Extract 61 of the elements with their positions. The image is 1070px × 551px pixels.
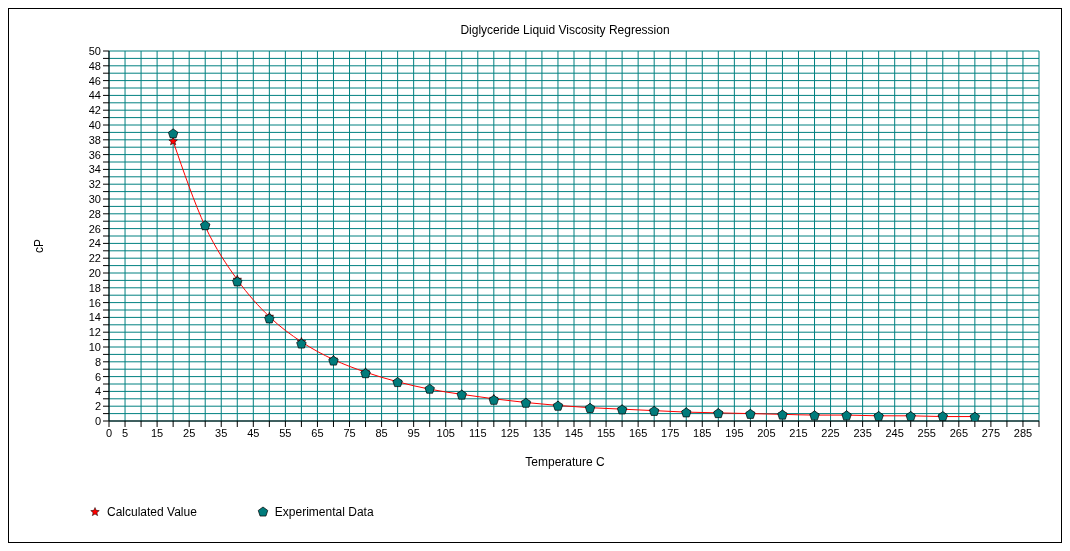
x-tick-label: 145 bbox=[564, 426, 584, 439]
x-tick-label: 125 bbox=[500, 426, 520, 439]
x-tick-label: 75 bbox=[343, 426, 356, 439]
x-tick-label: 35 bbox=[215, 426, 228, 439]
x-tick-label: 215 bbox=[789, 426, 808, 439]
x-tick-label: 85 bbox=[375, 426, 388, 439]
y-tick-label: 42 bbox=[88, 104, 101, 117]
chart-title: Diglyceride Liquid Viscosity Regression bbox=[459, 23, 671, 39]
x-tick-label: 155 bbox=[596, 426, 616, 439]
x-tick-label: 15 bbox=[150, 426, 164, 439]
x-tick-label: 25 bbox=[183, 426, 196, 439]
y-tick-label: 44 bbox=[88, 89, 101, 102]
y-tick-label: 8 bbox=[94, 355, 101, 368]
x-tick-label: 105 bbox=[436, 426, 455, 439]
y-tick-label: 28 bbox=[88, 207, 101, 220]
y-tick-label: 12 bbox=[88, 326, 101, 339]
x-tick-label: 235 bbox=[853, 426, 872, 439]
y-tick-label: 22 bbox=[88, 252, 101, 265]
x-tick-label: 265 bbox=[949, 426, 969, 439]
y-tick-label: 24 bbox=[88, 237, 101, 250]
x-tick-label: 45 bbox=[247, 426, 260, 439]
x-tick-label: 285 bbox=[1013, 426, 1033, 439]
x-tick-label: 115 bbox=[469, 426, 487, 439]
y-tick-label: 14 bbox=[88, 311, 101, 324]
y-tick-label: 32 bbox=[88, 178, 101, 191]
y-tick-label: 6 bbox=[94, 370, 101, 383]
legend-label: Calculated Value bbox=[107, 505, 197, 519]
y-tick-label: 50 bbox=[88, 44, 101, 57]
y-tick-label: 26 bbox=[88, 222, 101, 235]
y-tick-label: 16 bbox=[88, 296, 101, 309]
x-tick-label: 255 bbox=[917, 426, 936, 439]
y-tick-label: 4 bbox=[94, 385, 101, 398]
x-tick-label: 95 bbox=[407, 426, 420, 439]
x-tick-label: 0 bbox=[105, 426, 113, 439]
x-tick-label: 135 bbox=[532, 426, 552, 439]
y-tick-label: 18 bbox=[88, 281, 101, 294]
x-tick-label: 205 bbox=[757, 426, 776, 439]
x-tick-label: 225 bbox=[821, 426, 840, 439]
y-tick-label: 20 bbox=[88, 266, 101, 279]
x-axis-title: Temperature C bbox=[524, 455, 606, 469]
y-tick-label: 34 bbox=[88, 163, 101, 176]
y-tick-label: 48 bbox=[88, 59, 101, 72]
x-tick-label: 165 bbox=[628, 426, 648, 439]
x-tick-label: 5 bbox=[121, 426, 129, 439]
x-tick-label: 185 bbox=[693, 426, 712, 439]
x-tick-label: 65 bbox=[311, 426, 324, 439]
legend-label: Experimental Data bbox=[274, 505, 374, 519]
x-tick-label: 195 bbox=[725, 426, 744, 439]
y-tick-label: 0 bbox=[94, 414, 101, 427]
y-tick-label: 36 bbox=[88, 148, 101, 161]
x-tick-label: 175 bbox=[661, 426, 680, 439]
y-axis-title: cP bbox=[31, 238, 46, 254]
y-tick-label: 38 bbox=[88, 133, 101, 146]
y-tick-label: 40 bbox=[88, 118, 101, 131]
y-tick-label: 10 bbox=[88, 340, 101, 353]
y-tick-label: 30 bbox=[88, 192, 101, 205]
y-tick-label: 46 bbox=[88, 74, 101, 87]
y-tick-label: 2 bbox=[94, 400, 101, 413]
x-tick-label: 245 bbox=[885, 426, 904, 439]
x-tick-label: 55 bbox=[279, 426, 292, 439]
x-tick-label: 275 bbox=[981, 426, 1001, 439]
